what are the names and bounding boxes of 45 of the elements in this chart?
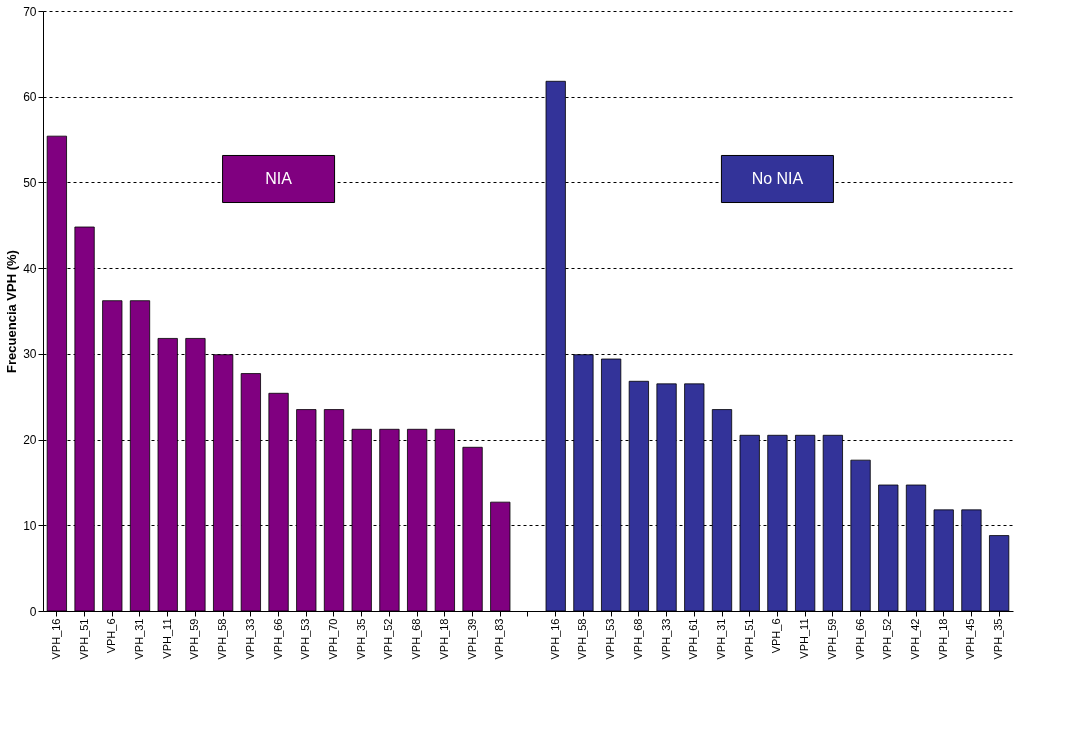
y-axis-title: Frecuencia VPH (%)	[4, 250, 20, 373]
x-tick-label: VPH_52	[881, 618, 894, 660]
x-tick-label: VPH_42	[909, 618, 921, 660]
text: No NIA	[751, 170, 804, 187]
x-tick-label: VPH_51	[742, 618, 755, 660]
text: NIA	[265, 170, 293, 187]
x-tick-label: VPH_58	[576, 618, 589, 660]
x-tick-label: VPH_70	[327, 618, 339, 660]
y-tick-label: 50	[23, 175, 37, 190]
y-tick-label: 70	[23, 4, 37, 19]
x-tick-label: VPH_16	[548, 618, 561, 660]
y-tick-label: 40	[23, 261, 37, 276]
x-tick-label: VPH_31	[715, 618, 727, 660]
y-tick-label: 60	[23, 90, 37, 105]
x-tick-label: VPH_51	[77, 618, 90, 660]
x-tick-label: VPH_58	[216, 618, 229, 660]
x-tick-label: VPH_11	[160, 618, 173, 659]
x-tick-label: VPH_61	[687, 618, 700, 660]
x-tick-label: VPH_68	[410, 618, 423, 660]
x-tick-label: VPH_59	[188, 618, 201, 660]
x-tick-label: VPH_66	[853, 618, 866, 660]
x-tick-label: VPH_31	[133, 618, 145, 660]
x-tick-label: VPH_53	[604, 618, 617, 660]
x-tick-label: VPH_33	[659, 618, 672, 660]
y-tick-label: 0	[29, 604, 37, 619]
x-tick-label: VPH_11	[798, 618, 811, 659]
y-tick-label: 10	[23, 518, 37, 533]
x-tick-label: VPH_18	[437, 618, 450, 660]
x-tick-label: VPH_68	[631, 618, 644, 660]
x-tick-label: VPH_35	[992, 618, 1005, 660]
x-tick-label: VPH_45	[964, 618, 977, 660]
x-tick-label: VPH_39	[465, 618, 478, 660]
y-tick-label: 30	[23, 347, 37, 362]
x-tick-label: VPH_18	[936, 618, 949, 660]
x-tick-label: VPH_52	[382, 618, 395, 660]
x-tick-label: VPH_53	[299, 618, 312, 660]
y-tick-label: 20	[23, 433, 37, 448]
x-tick-label: VPH_66	[271, 618, 284, 660]
x-tick-label: VPH_6	[770, 618, 783, 654]
x-tick-label: VPH_33	[243, 618, 256, 660]
x-tick-label: VPH_16	[49, 618, 62, 660]
x-tick-label: VPH_35	[354, 618, 367, 660]
x-tick-label: VPH_59	[825, 618, 838, 660]
x-tick-label: VPH_83	[493, 618, 506, 660]
x-tick-label: VPH_6	[105, 618, 118, 654]
